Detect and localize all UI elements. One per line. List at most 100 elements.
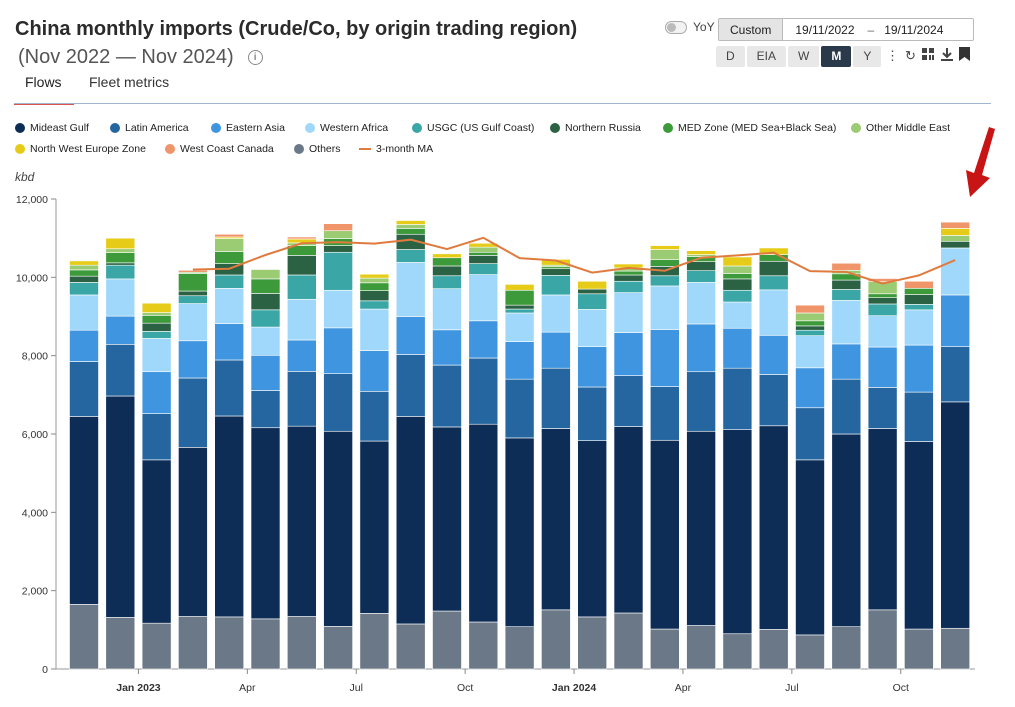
bar-segment-eastern-asia xyxy=(105,315,136,345)
bar-segment-west-coast-canada xyxy=(904,280,934,289)
legend-swatch xyxy=(412,123,422,133)
bar-segment-others xyxy=(105,616,136,670)
bar-segment-other-middle-east xyxy=(250,269,281,280)
grid-settings-icon[interactable] xyxy=(921,47,935,64)
legend-item-eastern-asia[interactable]: Eastern Asia xyxy=(211,122,285,134)
bar-segment-mideast-gulf xyxy=(468,423,499,623)
legend-item-other-middle-east[interactable]: Other Middle East xyxy=(851,122,950,134)
bar-segment-latin-america xyxy=(178,377,208,448)
date-range-picker[interactable]: Custom 19/11/2022 – 19/11/2024 xyxy=(718,18,974,41)
legend-item-3-month-ma[interactable]: 3-month MA xyxy=(359,143,433,155)
bar-segment-med-zone-med-sea-black-sea xyxy=(359,282,390,291)
annotation-arrow-icon xyxy=(966,127,995,197)
bar-segment-mideast-gulf xyxy=(758,425,789,630)
bar-segment-northern-russia xyxy=(613,274,644,282)
bar-segment-eastern-asia xyxy=(795,367,825,409)
bar-segment-eastern-asia xyxy=(286,339,317,372)
bar-segment-others xyxy=(395,623,426,670)
custom-range-button[interactable]: Custom xyxy=(719,19,784,40)
bar-segment-north-west-europe-zone xyxy=(432,253,462,259)
bar-segment-latin-america xyxy=(432,364,462,428)
bar-segment-latin-america xyxy=(141,413,172,461)
refresh-icon[interactable]: ↻ xyxy=(905,47,916,63)
bar-segment-eastern-asia xyxy=(940,294,971,347)
bookmark-icon[interactable] xyxy=(958,47,970,64)
bar-segment-latin-america xyxy=(904,391,934,442)
bar-segment-northern-russia xyxy=(758,260,789,277)
bar-segment-usgc-us-gulf-coast xyxy=(504,308,535,314)
bar-segment-med-zone-med-sea-black-sea xyxy=(867,293,898,298)
active-tab-indicator xyxy=(14,103,74,105)
legend-item-latin-america[interactable]: Latin America xyxy=(110,122,189,134)
bar-segment-west-coast-canada xyxy=(940,221,971,229)
legend-label: Mideast Gulf xyxy=(30,122,89,134)
bar-segment-med-zone-med-sea-black-sea xyxy=(432,257,462,267)
bar-segment-others xyxy=(359,613,390,670)
bar-segment-mideast-gulf xyxy=(105,395,136,618)
legend-swatch xyxy=(110,123,120,133)
y-tick-label: 8,000 xyxy=(22,351,48,363)
legend-item-mideast-gulf[interactable]: Mideast Gulf xyxy=(15,122,89,134)
bar-segment-latin-america xyxy=(105,344,136,397)
legend-swatch xyxy=(15,123,25,133)
bar-segment-western-africa xyxy=(141,338,172,373)
period-m-button[interactable]: M xyxy=(821,46,852,67)
tab-flows[interactable]: Flows xyxy=(25,74,62,90)
period-eia-button[interactable]: EIA xyxy=(746,46,787,67)
bar-segment-northern-russia xyxy=(795,325,825,331)
bar-segment-western-africa xyxy=(250,326,281,356)
period-y-button[interactable]: Y xyxy=(853,46,882,67)
bar-segment-med-zone-med-sea-black-sea xyxy=(214,251,244,264)
bar-segment-others xyxy=(722,633,753,670)
tab-fleet-metrics[interactable]: Fleet metrics xyxy=(89,74,170,90)
bar-segment-med-zone-med-sea-black-sea xyxy=(504,289,535,306)
bar-segment-latin-america xyxy=(686,371,716,432)
bar-segment-latin-america xyxy=(649,386,680,441)
legend-item-others[interactable]: Others xyxy=(294,143,341,155)
bar-segment-northern-russia xyxy=(722,278,753,291)
period-d-button[interactable]: D xyxy=(716,46,745,67)
download-icon[interactable] xyxy=(940,47,953,64)
date-to-field[interactable]: 19/11/2024 xyxy=(884,22,944,37)
legend-item-usgc[interactable]: USGC (US Gulf Coast) xyxy=(412,122,534,134)
bar-segment-others xyxy=(867,609,898,670)
bar-segment-northern-russia xyxy=(286,255,317,276)
legend-item-west-coast-canada[interactable]: West Coast Canada xyxy=(165,143,274,155)
period-w-button[interactable]: W xyxy=(788,46,820,67)
y-tick-label: 2,000 xyxy=(22,586,48,598)
more-vert-icon[interactable]: ⋮ xyxy=(886,47,899,63)
bar-segment-latin-america xyxy=(831,378,862,435)
legend-item-nw-europe[interactable]: North West Europe Zone xyxy=(15,143,146,155)
legend-label: USGC (US Gulf Coast) xyxy=(427,122,535,134)
series-line-3-month-ma xyxy=(192,236,956,285)
bar-segment-med-zone-med-sea-black-sea xyxy=(178,273,208,292)
legend-swatch xyxy=(294,144,304,154)
date-from-field[interactable]: 19/11/2022 xyxy=(795,22,855,37)
bar-segment-western-africa xyxy=(904,309,934,346)
legend-item-northern-russia[interactable]: Northern Russia xyxy=(550,122,641,134)
bar-segment-others xyxy=(613,612,644,670)
x-tick-label: Apr xyxy=(675,682,692,694)
legend-label: West Coast Canada xyxy=(180,143,274,155)
bar-segment-latin-america xyxy=(758,374,789,427)
legend-label: MED Zone (MED Sea+Black Sea) xyxy=(678,122,837,134)
y-tick-label: 0 xyxy=(42,664,48,676)
bar-segment-other-middle-east xyxy=(359,277,390,284)
bar-segment-other-middle-east xyxy=(468,246,499,253)
bar-segment-western-africa xyxy=(432,288,462,331)
bar-segment-mideast-gulf xyxy=(69,416,99,605)
info-icon[interactable]: i xyxy=(247,50,263,65)
bar-segment-northern-russia xyxy=(831,279,862,290)
bar-segment-others xyxy=(758,629,789,670)
yoy-toggle[interactable] xyxy=(665,20,687,34)
x-tick-label: Oct xyxy=(457,682,473,694)
x-tick-label: Jul xyxy=(785,682,798,694)
y-tick-label: 12,000 xyxy=(16,194,48,206)
bar-segment-western-africa xyxy=(831,300,862,345)
bar-segment-eastern-asia xyxy=(904,344,934,393)
bar-segment-latin-america xyxy=(214,359,244,417)
bar-segment-others xyxy=(577,616,608,670)
legend-item-med-zone[interactable]: MED Zone (MED Sea+Black Sea) xyxy=(663,122,836,134)
legend-item-western-africa[interactable]: Western Africa xyxy=(305,122,388,134)
chart-tools: ⋮ ↻ xyxy=(886,47,970,64)
